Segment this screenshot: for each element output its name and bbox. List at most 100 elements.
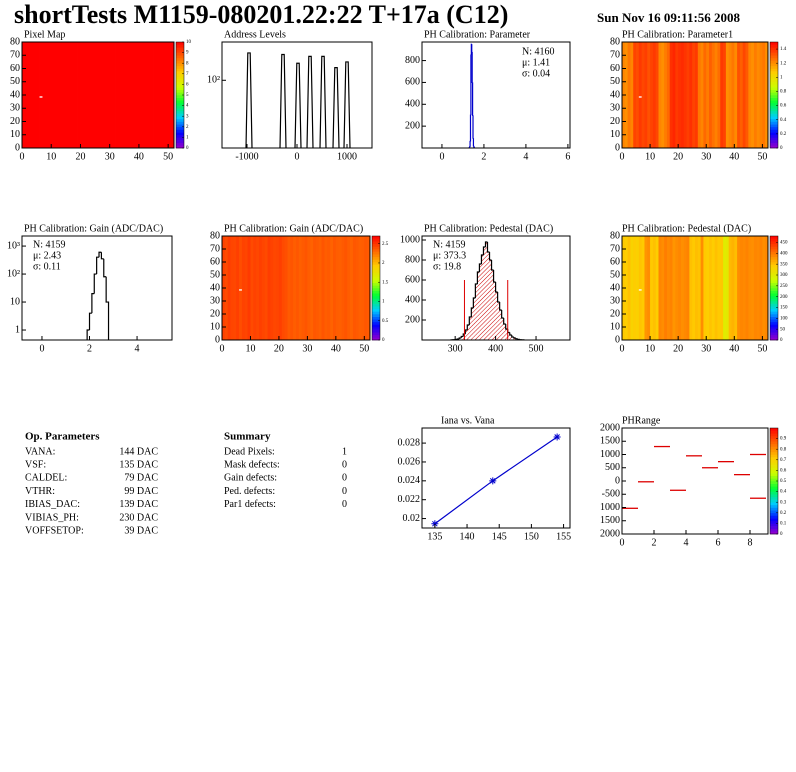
parameter-name: IBIAS_DAC: [25,499,80,510]
colorbar-step [176,129,184,133]
heatmap-column [171,42,175,148]
heatmap-column [124,42,128,148]
z-tick-label: 3 [186,114,189,119]
y-tick-label: 400 [405,294,420,305]
colorbar-step [770,308,778,312]
panel: Address Levels -1000 0 1000 10² [207,29,373,162]
y-tick-label: 1000 [400,234,420,245]
panel-title: PH Calibration: Parameter [424,29,531,40]
colorbar-step [372,251,380,255]
bin-fill [513,338,516,340]
panel: PH Calibration: Gain (ADC/DAC) 0 2 4 1 10 10² 1… [7,223,173,354]
colorbar-step [770,528,778,532]
stat-line: μ: 373.3 [433,250,466,261]
colorbar-step [372,241,380,245]
heatmap-column [298,236,303,340]
colorbar-step [176,134,184,138]
missing-pixel [39,96,43,98]
frame [421,41,571,149]
heatmap-column [759,236,763,340]
heatmap-column [630,42,634,148]
y-tick-label: 60 [610,63,620,74]
y-tick-label: 30 [610,103,620,114]
heatmap-column [281,236,286,340]
heatmap-column [669,42,673,148]
colorbar-step [770,275,778,278]
x-tick-label: 30 [701,151,711,162]
colorbar-step [770,486,778,490]
heatmap-column [121,42,125,148]
colorbar-step [770,462,778,466]
colorbar-step [176,126,184,130]
heatmap-column [664,42,668,148]
y-tick-label: 20 [210,308,220,319]
colorbar-step [770,49,778,53]
colorbar-step [770,243,778,247]
colorbar-step [372,314,380,317]
z-tick-label: 400 [780,251,788,256]
heatmap-column [683,42,687,148]
heatmap-column [153,42,157,148]
heatmap-column [762,42,766,148]
heatmap-column [745,42,749,148]
heatmap-column [296,236,300,340]
summary: Summary Dead Pixels: 1 Mask defects: 0 Gain d… [224,431,347,511]
colorbar-step [176,57,184,61]
x-tick-label: 0 [439,151,444,162]
x-tick-label: 4 [135,343,140,354]
heatmap-column [156,42,160,148]
y-tick-label: 2000 [600,422,620,433]
colorbar-step [176,89,184,93]
colorbar-step [770,63,778,67]
parameter-name: VIBIAS_PH: [25,512,79,523]
colorbar-step [372,308,380,312]
heatmap-column [624,236,629,340]
colorbar-step [770,92,778,96]
colorbar-step [770,314,778,317]
heatmap-column [318,236,323,340]
z-tick-label: 150 [780,306,788,311]
z-tick-label: 0.2 [780,132,787,137]
bin-fill [501,318,504,340]
colorbar-step [770,306,778,310]
colorbar-step [372,254,380,258]
bin [86,329,90,340]
spike [245,52,253,149]
heatmap-column [717,42,721,148]
heatmap-column [310,236,314,340]
heatmap-column [734,42,738,148]
x-tick-label: 50 [757,151,767,162]
heatmap-column [756,42,760,148]
heatmap-column [697,42,702,148]
heatmap-column [250,236,254,340]
heatmap-column [765,236,769,340]
colorbar-step [770,145,778,149]
panel-title: Iana vs. Vana [441,415,495,426]
x-tick-label: -1000 [235,151,258,162]
bin [503,318,506,325]
bin-fill [505,329,508,340]
colorbar-step [176,76,184,80]
heatmap-column [71,42,76,148]
bin-fill [509,335,512,340]
bin [488,252,492,261]
panel-title: PH Calibration: Gain (ADC/DAC) [24,223,163,234]
colorbar-step [770,126,778,130]
panel: PHRange 0 2 4 6 8 2000 1500 1000 -500 0 500 1000 1500… [600,415,787,548]
heatmap-column [301,236,305,340]
bin-fill [495,292,498,340]
colorbar-step [770,515,778,519]
bin [494,282,498,293]
y-tick-label: 60 [10,63,20,74]
colorbar-step [770,288,778,291]
z-tick-label: 0.6 [780,104,787,109]
heatmap-column [689,42,693,148]
colorbar-step [372,282,380,286]
colorbar-step [372,277,380,281]
x-tick-label: 0 [220,343,225,354]
x-tick-label: 135 [427,531,442,542]
colorbar-step [770,71,778,75]
heatmap-column [259,236,263,340]
